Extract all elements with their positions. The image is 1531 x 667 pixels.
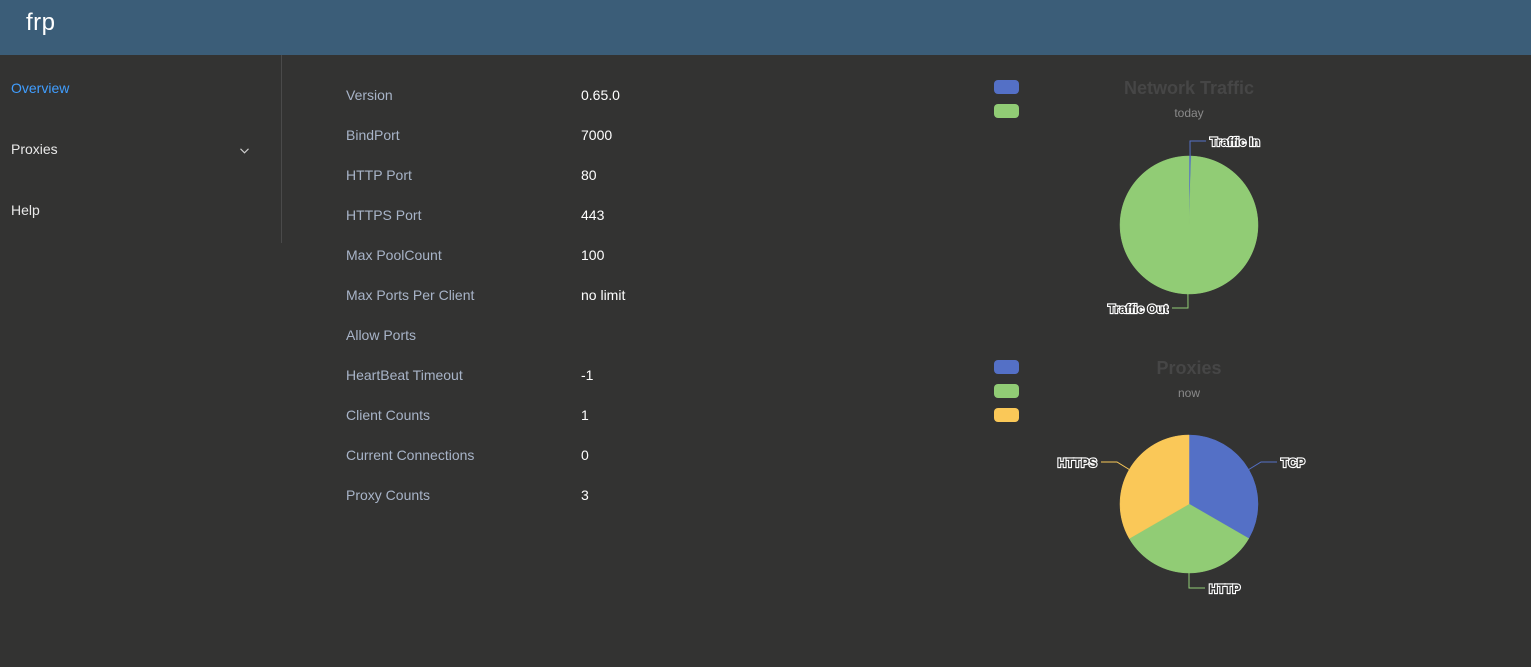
pie-slice-traffic-out[interactable]	[1119, 155, 1259, 295]
sidebar-item-proxies[interactable]: Proxies	[11, 141, 58, 157]
info-label: Current Connections	[346, 447, 475, 463]
pie-label-line	[1189, 140, 1206, 157]
pie-label-http: HTTP	[1209, 582, 1240, 596]
info-label: Version	[346, 87, 393, 103]
legend-traffic-in[interactable]	[994, 80, 1019, 94]
chart-subtitle-now: now	[1177, 386, 1200, 400]
info-value: -1	[581, 367, 594, 383]
pie-slice-tcp[interactable]	[1188, 434, 1259, 539]
info-value: 80	[581, 167, 597, 183]
legend-traffic-out[interactable]	[994, 104, 1019, 118]
chart-title-proxies: Proxies	[1156, 358, 1222, 378]
proxies-pie: TCP HTTP HTTPS	[1057, 434, 1306, 597]
info-value: 3	[581, 487, 589, 503]
pie-slice-https[interactable]	[1119, 434, 1190, 539]
pie-label-tcp: TCP	[1281, 456, 1305, 470]
info-value: 7000	[581, 127, 613, 143]
pie-label-line	[1248, 461, 1277, 470]
info-label: HTTP Port	[346, 167, 412, 183]
pie-label-traffic-in: Traffic In	[1210, 135, 1260, 149]
info-value: no limit	[581, 287, 626, 303]
info-value: 443	[581, 207, 605, 223]
info-value: 100	[581, 247, 605, 263]
legend-https[interactable]	[994, 408, 1019, 422]
top-header: frp	[0, 0, 1531, 55]
sidebar-item-overview[interactable]: Overview	[11, 80, 70, 96]
brand-logo[interactable]: frp	[26, 9, 56, 36]
pie-slice-http[interactable]	[1128, 503, 1250, 574]
info-label: Max PoolCount	[346, 247, 442, 263]
sidebar-item-help[interactable]: Help	[11, 202, 40, 218]
chevron-down-icon[interactable]	[240, 148, 249, 154]
info-value: 0	[581, 447, 589, 463]
sidebar: Overview Proxies Help	[0, 55, 282, 243]
info-label: Proxy Counts	[346, 487, 431, 503]
info-value: 0.65.0	[581, 87, 620, 103]
pie-label-line	[1101, 461, 1130, 470]
pie-label-https: HTTPS	[1058, 456, 1097, 470]
chart-subtitle-today: today	[1174, 106, 1204, 120]
info-label: Allow Ports	[346, 327, 417, 343]
legend-http[interactable]	[994, 384, 1019, 398]
pie-label-line	[1172, 293, 1189, 309]
network-traffic-pie: Traffic In Traffic Out	[1107, 134, 1261, 317]
info-label: HTTPS Port	[346, 207, 422, 223]
legend-tcp[interactable]	[994, 360, 1019, 374]
info-label: Client Counts	[346, 407, 431, 423]
info-label: BindPort	[346, 127, 400, 143]
info-label: Max Ports Per Client	[346, 287, 475, 303]
info-label: HeartBeat Timeout	[346, 367, 463, 383]
chart-title-network-traffic: Network Traffic	[1123, 78, 1255, 98]
info-value: 1	[581, 407, 589, 423]
pie-label-traffic-out: Traffic Out	[1108, 302, 1168, 316]
pie-label-line	[1188, 573, 1205, 589]
